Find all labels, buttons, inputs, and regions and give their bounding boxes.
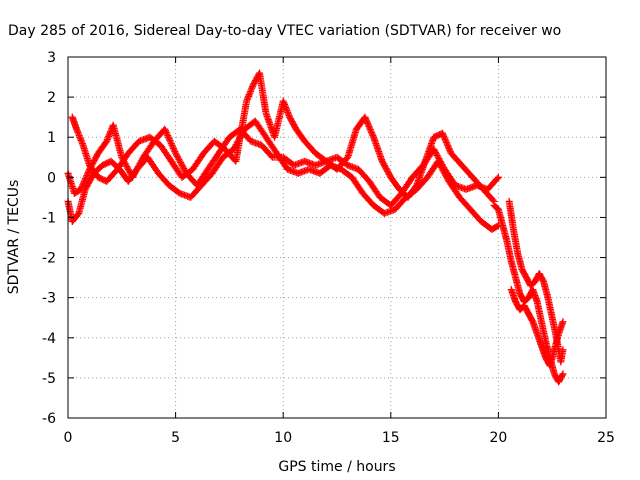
plot-frame <box>68 57 606 418</box>
x-tick-label: 15 <box>382 430 400 446</box>
data-points <box>65 70 567 386</box>
axis-ticks: 0 5 10 15 20 25 -6 -5 -4 -3 -2 -1 0 1 2 3 <box>42 50 615 446</box>
y-tick-label: 2 <box>47 90 56 106</box>
y-tick-label: -6 <box>42 411 56 427</box>
y-tick-label: -5 <box>42 371 56 387</box>
y-tick-label: 1 <box>47 130 56 146</box>
y-tick-label: -3 <box>42 291 56 307</box>
y-tick-label: 0 <box>47 170 56 186</box>
chart-title: Day 285 of 2016, Sidereal Day-to-day VTE… <box>8 23 561 39</box>
y-tick-label: -2 <box>42 251 56 267</box>
grid-lines <box>68 57 606 418</box>
y-tick-label: 3 <box>47 50 56 66</box>
x-tick-label: 0 <box>64 430 73 446</box>
data-point <box>559 346 566 353</box>
x-axis-label: GPS time / hours <box>278 459 395 475</box>
x-tick-label: 10 <box>274 430 292 446</box>
x-tick-label: 5 <box>171 430 180 446</box>
x-tick-label: 25 <box>597 430 615 446</box>
y-tick-label: -4 <box>42 331 56 347</box>
y-axis-label: SDTVAR / TECUs <box>6 180 22 295</box>
x-tick-label: 20 <box>489 430 507 446</box>
y-tick-label: -1 <box>42 210 56 226</box>
sdtvar-chart: Day 285 of 2016, Sidereal Day-to-day VTE… <box>0 0 640 480</box>
